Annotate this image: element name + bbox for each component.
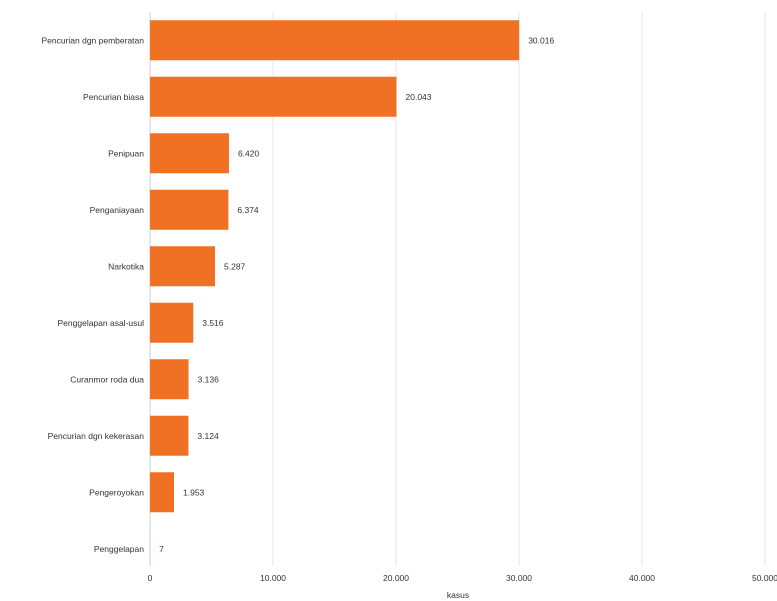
category-label: Penganiayaan bbox=[90, 205, 145, 215]
bar bbox=[150, 76, 397, 117]
category-label: Narkotika bbox=[108, 261, 144, 271]
bar bbox=[150, 415, 189, 456]
bar bbox=[150, 189, 229, 230]
value-label: 5.287 bbox=[224, 261, 246, 271]
value-label: 20.043 bbox=[406, 92, 432, 102]
value-label: 3.136 bbox=[198, 374, 220, 384]
value-label: 30.016 bbox=[528, 35, 554, 45]
category-label: Pencurian dgn kekerasan bbox=[48, 431, 145, 441]
x-tick-label: 0 bbox=[148, 573, 153, 583]
category-label: Pencurian biasa bbox=[83, 92, 144, 102]
category-label: Penipuan bbox=[108, 148, 144, 158]
x-tick-label: 30.000 bbox=[506, 573, 532, 583]
x-tick-label: 20.000 bbox=[383, 573, 409, 583]
category-label: Pencurian dgn pemberatan bbox=[41, 35, 144, 45]
x-tick-label: 40.000 bbox=[629, 573, 655, 583]
bars bbox=[150, 20, 520, 569]
value-label: 6.420 bbox=[238, 148, 260, 158]
bar bbox=[150, 472, 175, 513]
bar bbox=[150, 302, 194, 343]
labels: 0 10.000 20.000 30.000 40.000 50.000 Pencurian… bbox=[41, 35, 777, 583]
bar bbox=[150, 359, 189, 400]
value-label: 1.953 bbox=[183, 487, 205, 497]
category-label: Penggelapan asal-usul bbox=[58, 318, 145, 328]
x-axis-title: kasus bbox=[447, 590, 469, 600]
category-label: Curanmor roda dua bbox=[70, 374, 144, 384]
x-tick-label: 50.000 bbox=[752, 573, 777, 583]
value-label: 3.516 bbox=[202, 318, 224, 328]
value-label: 6.374 bbox=[237, 205, 259, 215]
bar bbox=[150, 133, 229, 174]
bar bbox=[150, 246, 216, 287]
category-label: Pengeroyokan bbox=[89, 487, 144, 497]
value-label: 7 bbox=[159, 544, 164, 554]
bar bbox=[150, 20, 520, 61]
category-label: Penggelapan bbox=[94, 544, 144, 554]
x-tick-label: 10.000 bbox=[260, 573, 286, 583]
value-label: 3.124 bbox=[197, 431, 219, 441]
